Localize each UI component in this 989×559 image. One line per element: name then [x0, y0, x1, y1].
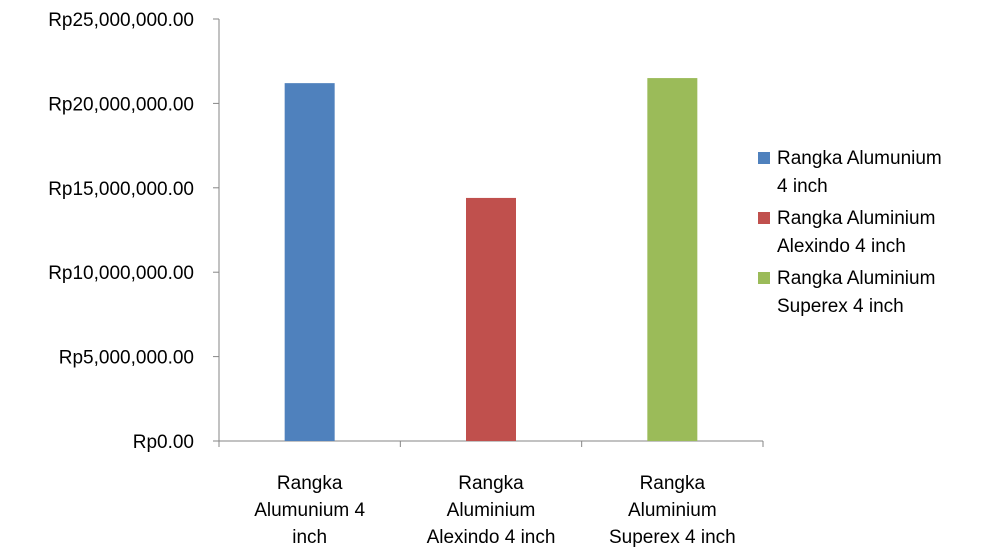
x-tick-label-line: inch	[292, 527, 327, 548]
x-tick-label-line: Superex 4 inch	[609, 527, 736, 548]
y-axis: Rp0.00 Rp5,000,000.00 Rp10,000,000.00 Rp15,…	[48, 10, 220, 453]
x-tick-label-line: Aluminium	[447, 500, 536, 521]
bar	[466, 197, 516, 441]
legend-swatch	[758, 212, 770, 224]
x-axis: Rangka Alumunium 4 inch Rangka Aluminium Alex…	[218, 440, 764, 548]
legend-label-line: Rangka Aluminium	[777, 208, 935, 229]
x-tick-label: Rangka Aluminium Alexindo 4 inch	[427, 473, 556, 548]
x-tick-label: Rangka Aluminium Superex 4 inch	[609, 473, 736, 548]
x-tick-label-line: Alexindo 4 inch	[427, 527, 556, 548]
legend-label-line: Rangka Alumunium	[777, 148, 942, 169]
legend-label-line: Alexindo 4 inch	[777, 236, 906, 257]
x-tick-label-line: Rangka	[277, 473, 343, 494]
x-tick-label-line: Rangka	[458, 473, 524, 494]
legend-label-line: Superex 4 inch	[777, 296, 904, 317]
legend-swatch	[758, 152, 770, 164]
y-tick-label: Rp20,000,000.00	[48, 94, 194, 115]
legend-label: Rangka Alumunium 4 inch	[777, 148, 942, 197]
x-tick-label: Rangka Alumunium 4 inch	[254, 473, 365, 548]
legend-label: Rangka Aluminium Superex 4 inch	[777, 268, 935, 317]
y-tick-label: Rp10,000,000.00	[48, 263, 194, 284]
bars	[284, 78, 698, 442]
legend-swatch	[758, 272, 770, 284]
y-tick-label: Rp25,000,000.00	[48, 10, 194, 31]
legend-label-line: Rangka Aluminium	[777, 268, 935, 289]
x-tick-label-line: Aluminium	[628, 500, 717, 521]
bar	[284, 83, 335, 442]
x-tick-label-line: Rangka	[640, 473, 706, 494]
x-tick-label-line: Alumunium 4	[254, 500, 365, 521]
legend: Rangka Alumunium 4 inch Rangka Aluminium Al…	[758, 148, 942, 317]
legend-label: Rangka Aluminium Alexindo 4 inch	[777, 208, 935, 257]
y-tick-label: Rp5,000,000.00	[59, 348, 194, 369]
y-tick-label: Rp15,000,000.00	[48, 179, 194, 200]
legend-label-line: 4 inch	[777, 176, 828, 197]
y-tick-label: Rp0.00	[133, 432, 194, 453]
bar	[647, 78, 698, 441]
